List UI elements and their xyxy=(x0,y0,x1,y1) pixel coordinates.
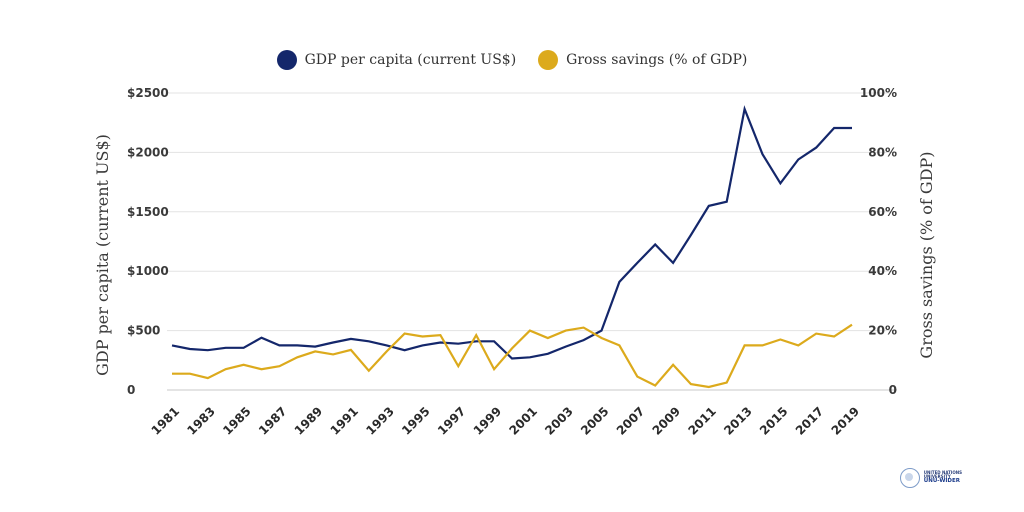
y-left-tick-label-3: $1500 xyxy=(127,205,169,219)
legend-swatch-savings xyxy=(538,50,559,70)
x-tick-label-2003: 2003 xyxy=(542,404,576,438)
y-left-tick-label-1: $500 xyxy=(127,324,160,338)
x-tick-label-1989: 1989 xyxy=(292,404,326,438)
y-right-tick-label-3: 60% xyxy=(868,205,897,219)
legend-item-savings[interactable]: Gross savings (% of GDP) xyxy=(538,50,747,70)
x-tick-label-1985: 1985 xyxy=(220,404,254,438)
y-right-tick-label-2: 40% xyxy=(868,264,897,278)
x-tick-label-1981: 1981 xyxy=(149,404,183,438)
series-line-savings xyxy=(172,323,853,389)
y-right-tick-label-4: 80% xyxy=(868,145,897,159)
legend-label-savings: Gross savings (% of GDP) xyxy=(566,52,748,68)
x-tick-label-1983: 1983 xyxy=(184,404,218,438)
series-line-gdp xyxy=(171,105,852,360)
logo-brand: UNU-WIDER xyxy=(923,478,960,485)
x-tick-label-2009: 2009 xyxy=(650,404,684,438)
logo-text: UNITED NATIONS UNIVERSITY UNU-WIDER xyxy=(924,471,962,485)
x-tick-label-1993: 1993 xyxy=(363,404,397,438)
y-right-tick-label-5: 100% xyxy=(860,86,897,100)
x-tick-label-1991: 1991 xyxy=(328,404,362,438)
y-left-tick-label-2: $1000 xyxy=(127,264,169,278)
y-left-axis-title: GDP per capita (current US$) xyxy=(93,134,112,376)
logo-line-1: UNITED NATIONS xyxy=(923,470,962,476)
y-left-tick-label-0: 0 xyxy=(127,383,135,397)
legend-item-gdp[interactable]: GDP per capita (current US$) xyxy=(276,50,517,70)
x-tick-label-1987: 1987 xyxy=(256,404,290,438)
x-tick-label-2019: 2019 xyxy=(829,404,863,438)
legend: GDP per capita (current US$) Gross savin… xyxy=(0,50,1024,70)
y-left-tick-label-4: $2000 xyxy=(127,145,169,159)
x-tick-label-1997: 1997 xyxy=(435,404,469,438)
x-tick-label-2017: 2017 xyxy=(793,404,827,438)
y-right-tick-label-0: 0 xyxy=(889,383,897,397)
y-right-axis-title: Gross savings (% of GDP) xyxy=(917,151,936,358)
x-tick-label-2013: 2013 xyxy=(721,404,755,438)
unu-wider-logo: UNITED NATIONS UNIVERSITY UNU-WIDER xyxy=(899,468,962,488)
legend-label-gdp: GDP per capita (current US$) xyxy=(304,52,517,68)
x-tick-label-1999: 1999 xyxy=(471,404,505,438)
x-tick-label-2001: 2001 xyxy=(506,404,540,438)
x-tick-label-2015: 2015 xyxy=(757,404,791,438)
legend-swatch-gdp xyxy=(276,50,297,70)
x-tick-label-2011: 2011 xyxy=(685,404,719,438)
x-tick-label-2005: 2005 xyxy=(578,404,612,438)
x-tick-label-2007: 2007 xyxy=(614,404,648,438)
y-left-tick-label-5: $2500 xyxy=(127,86,169,100)
logo-line-2: UNIVERSITY xyxy=(923,474,951,480)
x-tick-label-1995: 1995 xyxy=(399,404,433,438)
un-emblem-icon xyxy=(899,468,920,488)
y-right-tick-label-1: 20% xyxy=(868,324,897,338)
